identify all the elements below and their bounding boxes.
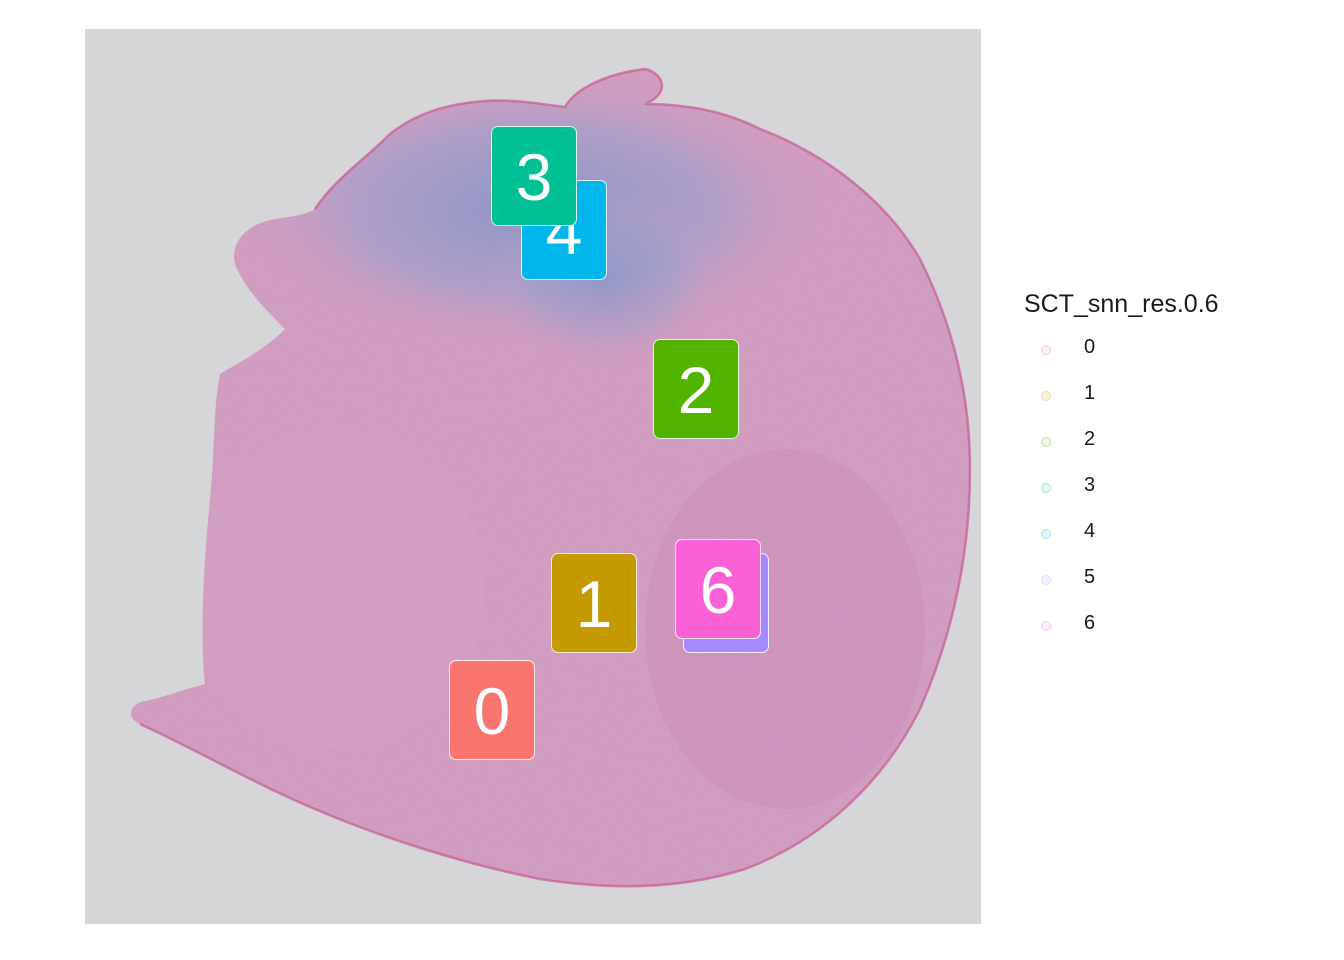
cluster-label-1: 1	[551, 553, 637, 653]
legend-item-1: 1	[1024, 381, 1219, 427]
legend-key-2	[1041, 437, 1051, 447]
legend-item-0: 0	[1024, 335, 1219, 381]
legend-key-0	[1041, 345, 1051, 355]
legend-item-5: 5	[1024, 565, 1219, 611]
legend-label-6: 6	[1084, 612, 1096, 634]
legend-key-3	[1041, 483, 1051, 493]
legend-item-4: 4	[1024, 519, 1219, 565]
legend-item-3: 3	[1024, 473, 1219, 519]
legend-label-4: 4	[1084, 520, 1096, 542]
legend-key-1	[1041, 391, 1051, 401]
legend-label-1: 1	[1084, 382, 1096, 404]
legend-label-3: 3	[1084, 474, 1096, 496]
tissue-image-panel: 5 4 3 2 1 6 0	[85, 29, 981, 924]
legend-title: SCT_snn_res.0.6	[1024, 290, 1219, 318]
legend-label-0: 0	[1084, 336, 1096, 358]
cluster-label-6: 6	[675, 539, 761, 639]
legend-label-5: 5	[1084, 566, 1096, 588]
cluster-label-3: 3	[491, 126, 577, 226]
legend-key-4	[1041, 529, 1051, 539]
legend-label-2: 2	[1084, 428, 1096, 450]
cluster-label-2: 2	[653, 339, 739, 439]
legend: SCT_snn_res.0.6 0 1 2 3 4 5 6	[1024, 290, 1219, 657]
legend-item-2: 2	[1024, 427, 1219, 473]
legend-key-5	[1041, 575, 1051, 585]
legend-key-6	[1041, 621, 1051, 631]
legend-item-6: 6	[1024, 611, 1219, 657]
cluster-label-0: 0	[449, 660, 535, 760]
